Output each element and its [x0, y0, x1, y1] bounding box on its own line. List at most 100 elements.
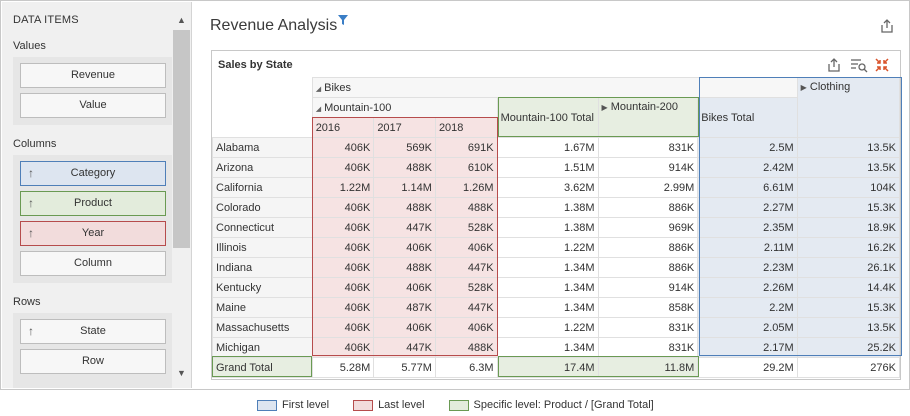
- table-cell[interactable]: 1.38M: [496, 197, 599, 218]
- table-cell[interactable]: 487K: [373, 297, 436, 318]
- table-cell[interactable]: 11.8M: [597, 357, 699, 378]
- export-icon[interactable]: [826, 57, 844, 75]
- table-cell[interactable]: 447K: [373, 337, 436, 358]
- table-cell[interactable]: 406K: [373, 277, 436, 298]
- field-value-placeholder[interactable]: Value: [20, 93, 166, 118]
- field-year[interactable]: ↑ Year: [20, 221, 166, 246]
- table-cell[interactable]: 104K: [796, 177, 901, 198]
- filter-icon[interactable]: [337, 14, 349, 29]
- table-cell[interactable]: 406K: [311, 217, 375, 238]
- table-cell[interactable]: 914K: [597, 157, 699, 178]
- table-cell[interactable]: 886K: [597, 257, 699, 278]
- row-header-state[interactable]: California: [212, 177, 313, 198]
- table-cell[interactable]: 2.5M: [697, 137, 798, 158]
- table-cell[interactable]: 2.26M: [697, 277, 798, 298]
- collapse-triangle-icon[interactable]: ◢: [315, 85, 322, 93]
- table-cell[interactable]: 1.34M: [496, 257, 599, 278]
- table-cell[interactable]: 488K: [373, 197, 436, 218]
- row-header-state[interactable]: Kentucky: [212, 277, 313, 298]
- row-header-state[interactable]: Indiana: [212, 257, 313, 278]
- collapse-icon[interactable]: [874, 57, 892, 75]
- table-cell[interactable]: 858K: [597, 297, 699, 318]
- table-cell[interactable]: 406K: [311, 197, 375, 218]
- header-clothing[interactable]: ▶ Clothing: [796, 77, 901, 138]
- table-cell[interactable]: 1.51M: [496, 157, 599, 178]
- row-header-state[interactable]: Illinois: [212, 237, 313, 258]
- row-header-state[interactable]: Alabama: [212, 137, 313, 158]
- table-cell[interactable]: 26.1K: [796, 257, 901, 278]
- table-cell[interactable]: 2.27M: [697, 197, 798, 218]
- table-cell[interactable]: 447K: [434, 257, 498, 278]
- field-column-placeholder[interactable]: Column: [20, 251, 166, 276]
- table-cell[interactable]: 2.42M: [697, 157, 798, 178]
- sort-arrow-icon[interactable]: ↑: [28, 324, 34, 338]
- table-cell[interactable]: 406K: [311, 297, 375, 318]
- table-cell[interactable]: 16.2K: [796, 237, 901, 258]
- table-cell[interactable]: 447K: [434, 297, 498, 318]
- table-cell[interactable]: 406K: [311, 237, 375, 258]
- table-cell[interactable]: 406K: [311, 277, 375, 298]
- table-cell[interactable]: 406K: [311, 317, 375, 338]
- field-category[interactable]: ↑ Category: [20, 161, 166, 186]
- header-mountain100-total[interactable]: Mountain-100 Total: [496, 97, 599, 138]
- table-cell[interactable]: 14.4K: [796, 277, 901, 298]
- table-cell[interactable]: 406K: [373, 237, 436, 258]
- table-cell[interactable]: 488K: [434, 337, 498, 358]
- scroll-down-icon[interactable]: ▼: [177, 368, 186, 378]
- table-cell[interactable]: 1.22M: [496, 317, 599, 338]
- table-cell[interactable]: 406K: [434, 237, 498, 258]
- table-cell[interactable]: 488K: [373, 157, 436, 178]
- row-header-state[interactable]: Arizona: [212, 157, 313, 178]
- table-cell[interactable]: 29.2M: [697, 357, 798, 378]
- table-cell[interactable]: 1.34M: [496, 277, 599, 298]
- table-cell[interactable]: 15.3K: [796, 197, 901, 218]
- field-revenue[interactable]: Revenue: [20, 63, 166, 88]
- table-cell[interactable]: 6.3M: [434, 357, 498, 378]
- table-cell[interactable]: 406K: [311, 337, 375, 358]
- table-cell[interactable]: 1.67M: [496, 137, 599, 158]
- header-year-2016[interactable]: 2016: [311, 117, 375, 138]
- expand-triangle-icon[interactable]: ▶: [601, 103, 608, 112]
- table-cell[interactable]: 969K: [597, 217, 699, 238]
- table-cell[interactable]: 13.5K: [796, 157, 901, 178]
- table-cell[interactable]: 831K: [597, 337, 699, 358]
- table-cell[interactable]: 528K: [434, 217, 498, 238]
- scroll-thumb[interactable]: [173, 30, 190, 248]
- table-cell[interactable]: 2.17M: [697, 337, 798, 358]
- panel-scrollbar[interactable]: ▲ ▼: [173, 10, 190, 380]
- table-cell[interactable]: 1.22M: [496, 237, 599, 258]
- table-cell[interactable]: 1.22M: [311, 177, 375, 198]
- table-cell[interactable]: 691K: [434, 137, 498, 158]
- header-year-2017[interactable]: 2017: [373, 117, 436, 138]
- table-cell[interactable]: 2.11M: [697, 237, 798, 258]
- row-header-state[interactable]: Maine: [212, 297, 313, 318]
- table-cell[interactable]: 447K: [373, 217, 436, 238]
- table-cell[interactable]: 2.05M: [697, 317, 798, 338]
- table-cell[interactable]: 3.62M: [496, 177, 599, 198]
- field-product[interactable]: ↑ Product: [20, 191, 166, 216]
- row-header-state[interactable]: Massachusetts: [212, 317, 313, 338]
- table-cell[interactable]: 528K: [434, 277, 498, 298]
- table-cell[interactable]: 1.14M: [373, 177, 436, 198]
- table-cell[interactable]: 18.9K: [796, 217, 901, 238]
- sort-arrow-icon[interactable]: ↑: [28, 196, 34, 210]
- header-bikes[interactable]: ◢ Bikes: [311, 77, 798, 98]
- table-cell[interactable]: 1.26M: [434, 177, 498, 198]
- table-cell[interactable]: 886K: [597, 197, 699, 218]
- table-cell[interactable]: 488K: [434, 197, 498, 218]
- field-row-placeholder[interactable]: Row: [20, 349, 166, 374]
- header-mountain100[interactable]: ◢ Mountain-100: [311, 97, 498, 118]
- table-cell[interactable]: 6.61M: [697, 177, 798, 198]
- table-cell[interactable]: 17.4M: [496, 357, 599, 378]
- filter-clear-icon[interactable]: [850, 57, 868, 75]
- table-cell[interactable]: 13.5K: [796, 137, 901, 158]
- sort-arrow-icon[interactable]: ↑: [28, 166, 34, 180]
- sort-arrow-icon[interactable]: ↑: [28, 226, 34, 240]
- table-cell[interactable]: 1.34M: [496, 297, 599, 318]
- table-cell[interactable]: 914K: [597, 277, 699, 298]
- header-mountain200[interactable]: ▶ Mountain-200: [597, 97, 699, 138]
- table-cell[interactable]: 5.28M: [311, 357, 375, 378]
- table-cell[interactable]: 569K: [373, 137, 436, 158]
- table-cell[interactable]: 25.2K: [796, 337, 901, 358]
- table-cell[interactable]: 406K: [311, 257, 375, 278]
